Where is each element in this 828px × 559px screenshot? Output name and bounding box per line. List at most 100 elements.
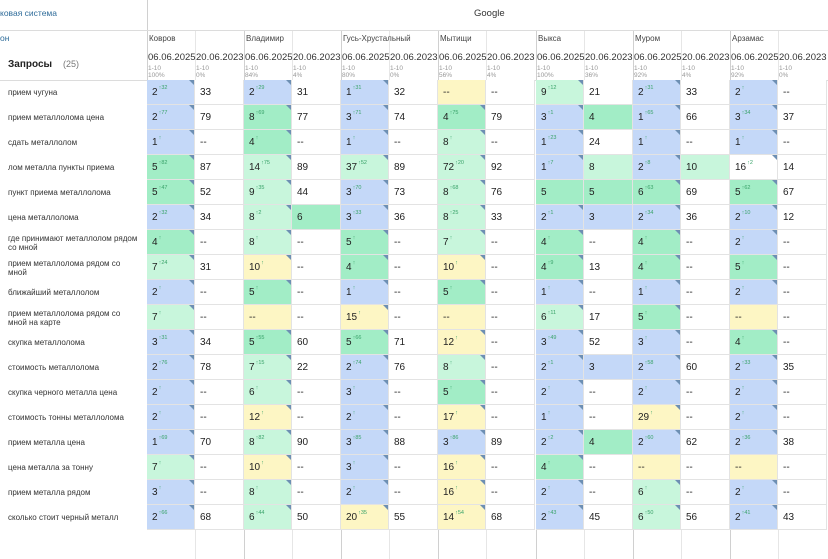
position-cell[interactable]: -- xyxy=(681,380,730,405)
position-cell[interactable]: 2 ↑32 xyxy=(147,80,195,105)
position-cell[interactable]: 14 xyxy=(778,155,827,180)
date-header[interactable]: 20.06.2023 xyxy=(585,52,633,63)
position-cell[interactable]: 87 xyxy=(195,155,244,180)
position-cell[interactable]: 4 ↑9 xyxy=(536,255,584,280)
position-cell[interactable]: 73 xyxy=(389,180,438,205)
position-cell[interactable]: 2 ↑ xyxy=(147,380,195,405)
position-cell[interactable]: 12 ↑ xyxy=(244,405,292,430)
position-cell[interactable]: -- xyxy=(778,405,827,430)
position-cell[interactable]: -- xyxy=(244,305,292,330)
position-cell[interactable]: 17 xyxy=(584,305,633,330)
position-cell[interactable]: 2 ↑33 xyxy=(730,355,778,380)
position-cell[interactable]: 16 ↑ xyxy=(438,480,486,505)
position-cell[interactable]: 44 xyxy=(292,180,341,205)
position-cell[interactable]: -- xyxy=(778,380,827,405)
position-cell[interactable]: 36 xyxy=(681,205,730,230)
position-cell[interactable]: 1 ↑ xyxy=(341,280,389,305)
position-cell[interactable]: 3 ↑86 xyxy=(438,430,486,455)
position-cell[interactable]: 17 ↑ xyxy=(438,405,486,430)
position-cell[interactable]: 71 xyxy=(389,330,438,355)
position-cell[interactable]: -- xyxy=(778,455,827,480)
city-header[interactable]: Муром xyxy=(635,34,661,43)
position-cell[interactable]: 90 xyxy=(292,430,341,455)
position-cell[interactable]: 15 ↑ xyxy=(341,305,389,330)
date-header[interactable]: 06.06.2025 xyxy=(245,52,293,63)
position-cell[interactable]: -- xyxy=(195,280,244,305)
position-cell[interactable]: 76 xyxy=(486,180,535,205)
position-cell[interactable]: 88 xyxy=(389,430,438,455)
position-cell[interactable]: -- xyxy=(195,480,244,505)
query-text[interactable]: лом металла пункты приема xyxy=(8,163,115,172)
city-header[interactable]: Ковров xyxy=(149,34,176,43)
position-cell[interactable]: -- xyxy=(486,330,535,355)
position-cell[interactable]: -- xyxy=(389,280,438,305)
position-cell[interactable]: -- xyxy=(681,405,730,430)
position-cell[interactable]: -- xyxy=(195,405,244,430)
position-cell[interactable]: 5 ↑ xyxy=(438,380,486,405)
position-cell[interactable]: 36 xyxy=(389,205,438,230)
position-cell[interactable]: -- xyxy=(389,230,438,255)
position-cell[interactable]: -- xyxy=(486,280,535,305)
position-cell[interactable]: 1 ↑31 xyxy=(341,80,389,105)
position-cell[interactable]: 31 xyxy=(195,255,244,280)
position-cell[interactable]: 14 ↑54 xyxy=(438,505,486,530)
position-cell[interactable]: -- xyxy=(778,230,827,255)
position-cell[interactable]: 1 ↑ xyxy=(536,405,584,430)
query-text[interactable]: прием металлолома цена xyxy=(8,113,105,122)
position-cell[interactable]: 2 ↑ xyxy=(730,405,778,430)
position-cell[interactable]: 22 xyxy=(292,355,341,380)
position-cell[interactable]: 1 ↑ xyxy=(633,280,681,305)
position-cell[interactable]: 7 ↑ xyxy=(438,230,486,255)
position-cell[interactable]: 6 ↑11 xyxy=(536,305,584,330)
position-cell[interactable]: 4 ↑ xyxy=(244,130,292,155)
city-header[interactable]: Арзамас xyxy=(732,34,764,43)
position-cell[interactable]: -- xyxy=(584,230,633,255)
position-cell[interactable]: 52 xyxy=(584,330,633,355)
position-cell[interactable]: 2 ↑ xyxy=(633,380,681,405)
position-cell[interactable]: 6 ↑44 xyxy=(244,505,292,530)
position-cell[interactable]: 16 ↑ xyxy=(438,455,486,480)
query-text[interactable]: скупка металлолома xyxy=(8,338,85,347)
position-cell[interactable]: -- xyxy=(584,480,633,505)
date-header[interactable]: 06.06.2025 xyxy=(537,52,585,63)
position-cell[interactable]: 66 xyxy=(681,105,730,130)
position-cell[interactable]: 2 ↑77 xyxy=(147,105,195,130)
position-cell[interactable]: 5 ↑82 xyxy=(147,155,195,180)
position-cell[interactable]: 10 ↑ xyxy=(438,255,486,280)
date-header[interactable]: 20.06.2023 xyxy=(293,52,341,63)
position-cell[interactable]: 6 ↑63 xyxy=(633,180,681,205)
position-cell[interactable]: 8 ↑2 xyxy=(244,205,292,230)
position-cell[interactable]: 4 ↑ xyxy=(536,230,584,255)
position-cell[interactable]: 7 ↑ xyxy=(147,455,195,480)
position-cell[interactable]: -- xyxy=(292,405,341,430)
position-cell[interactable]: -- xyxy=(389,130,438,155)
position-cell[interactable]: 5 xyxy=(584,180,633,205)
position-cell[interactable]: 1 ↑ xyxy=(730,130,778,155)
position-cell[interactable]: 4 ↑ xyxy=(633,255,681,280)
query-text[interactable]: скупка черного металла цена xyxy=(8,388,118,397)
position-cell[interactable]: 7 ↑ xyxy=(147,305,195,330)
position-cell[interactable]: 67 xyxy=(778,180,827,205)
position-cell[interactable]: 62 xyxy=(681,430,730,455)
position-cell[interactable]: 2 ↑32 xyxy=(147,205,195,230)
position-cell[interactable]: -- xyxy=(486,230,535,255)
query-text[interactable]: цена металлолома xyxy=(8,213,79,222)
position-cell[interactable]: -- xyxy=(292,380,341,405)
query-text[interactable]: прием металла рядом xyxy=(8,488,91,497)
date-header[interactable]: 06.06.2025 xyxy=(342,52,390,63)
position-cell[interactable]: 68 xyxy=(486,505,535,530)
position-cell[interactable]: 1 ↑23 xyxy=(536,130,584,155)
query-text[interactable]: стоимость металлолома xyxy=(8,363,100,372)
position-cell[interactable]: 2 ↑36 xyxy=(730,430,778,455)
position-cell[interactable]: 3 ↑49 xyxy=(536,330,584,355)
position-cell[interactable]: 8 ↑68 xyxy=(438,180,486,205)
queries-title[interactable]: Запросы xyxy=(8,59,53,70)
position-cell[interactable]: -- xyxy=(681,455,730,480)
position-cell[interactable]: -- xyxy=(389,455,438,480)
position-cell[interactable]: 4 ↑75 xyxy=(438,105,486,130)
position-cell[interactable]: -- xyxy=(195,130,244,155)
position-cell[interactable]: 1 ↑7 xyxy=(536,155,584,180)
position-cell[interactable]: -- xyxy=(389,380,438,405)
position-cell[interactable]: 38 xyxy=(778,430,827,455)
position-cell[interactable]: 3 xyxy=(584,355,633,380)
